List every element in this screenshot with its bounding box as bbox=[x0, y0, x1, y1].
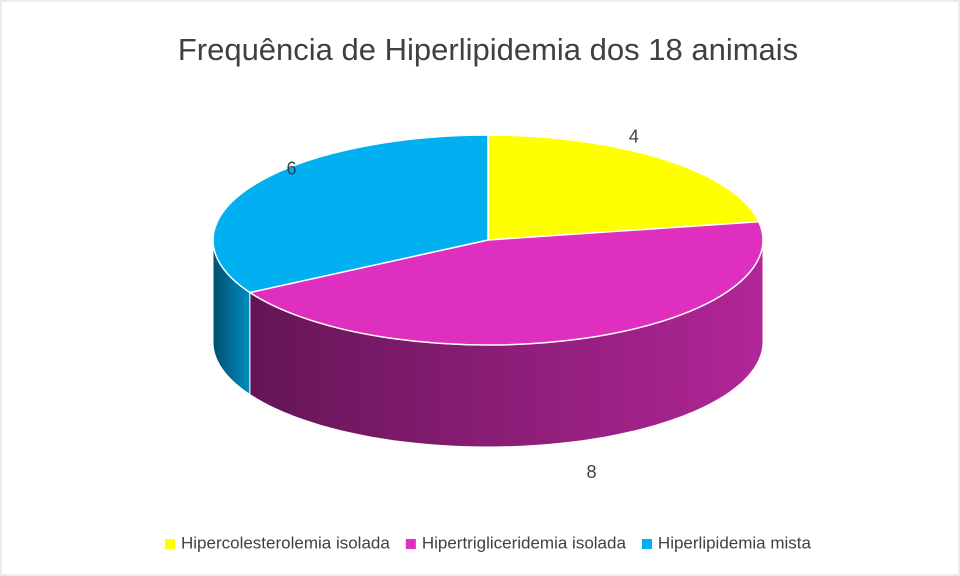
data-labels: 4 8 6 bbox=[287, 126, 639, 482]
data-label: 4 bbox=[629, 126, 639, 146]
pie-tops bbox=[212, 134, 764, 346]
legend-label: Hiperlipidemia mista bbox=[658, 533, 812, 552]
legend: Hipercolesterolemia isolada Hipertriglice… bbox=[165, 533, 812, 552]
chart-title: Frequência de Hiperlipidemia dos 18 anim… bbox=[178, 32, 798, 67]
legend-swatch bbox=[405, 539, 416, 549]
pie-slice bbox=[487, 134, 760, 241]
pie-slice bbox=[247, 220, 764, 346]
legend-swatch bbox=[165, 539, 176, 549]
legend-label: Hipertrigliceridemia isolada bbox=[422, 533, 627, 552]
legend-swatch bbox=[641, 539, 652, 549]
data-label: 8 bbox=[586, 462, 596, 482]
pie-slice bbox=[212, 134, 489, 294]
data-label: 6 bbox=[287, 158, 297, 178]
legend-label: Hipercolesterolemia isolada bbox=[181, 533, 390, 552]
